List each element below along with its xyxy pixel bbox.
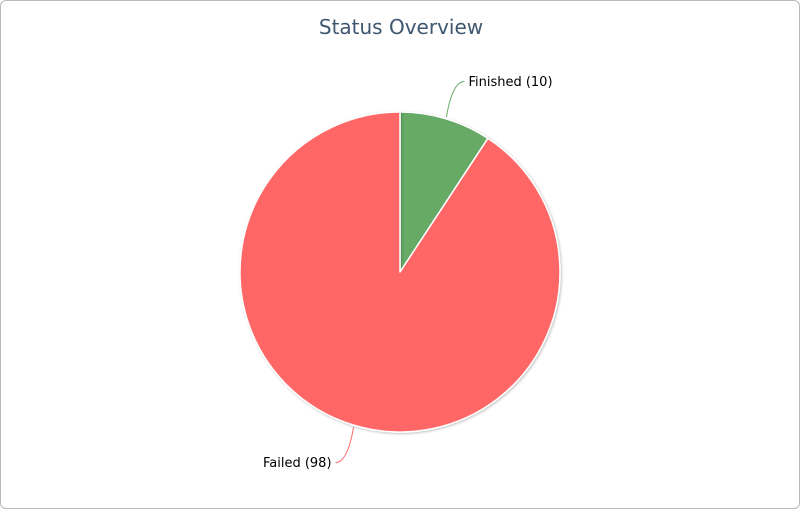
pie-connectors <box>335 80 465 464</box>
pie-label-finished: Finished (10) <box>468 75 552 90</box>
pie-label-failed: Failed (98) <box>263 456 332 471</box>
pie-labels: Finished (10) Failed (98) <box>263 75 553 471</box>
pie-slices <box>239 111 561 433</box>
pie-slice-finished[interactable] <box>399 111 489 273</box>
chart-title: Status Overview <box>318 15 484 39</box>
pie-slice-failed[interactable] <box>239 111 561 433</box>
pie-connector-finished <box>445 80 465 117</box>
pie-connector-failed <box>335 427 355 464</box>
